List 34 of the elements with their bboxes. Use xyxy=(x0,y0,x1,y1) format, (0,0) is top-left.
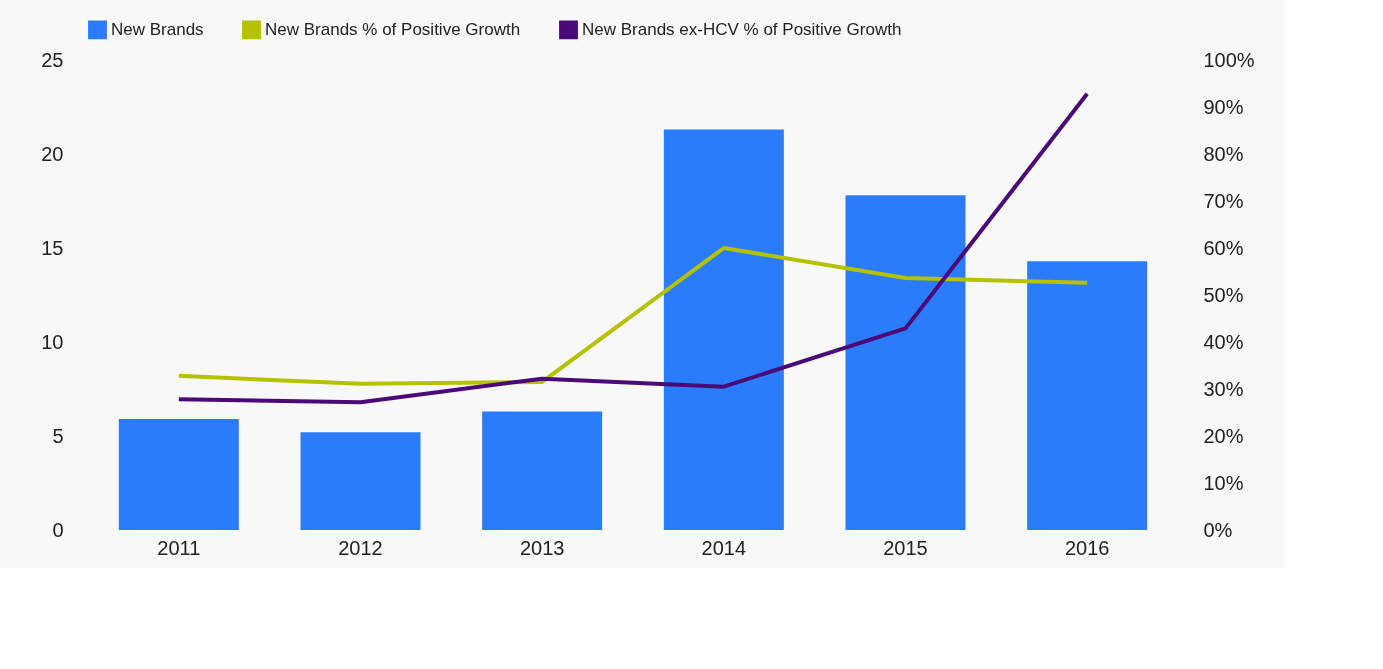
legend-label: New Brands xyxy=(111,19,204,39)
y2-tick-label: 10% xyxy=(1203,471,1244,494)
y2-tick-label: 100% xyxy=(1203,48,1255,71)
bar xyxy=(845,195,966,530)
y-tick-label: 25 xyxy=(41,48,64,71)
y2-tick-label: 70% xyxy=(1203,189,1244,212)
line-series xyxy=(176,91,1090,405)
legend-label: New Brands ex-HCV % of Positive Growth xyxy=(582,19,902,39)
y-tick-label: 10 xyxy=(41,330,64,353)
bar xyxy=(663,129,784,530)
x-tick-label: 2013 xyxy=(519,536,565,559)
bar xyxy=(1027,261,1148,530)
bar xyxy=(118,419,239,530)
y2-tick-label: 0% xyxy=(1203,518,1233,541)
y-tick-label: 15 xyxy=(41,236,64,259)
x-tick-label: 2015 xyxy=(883,536,928,559)
legend-label: New Brands % of Positive Growth xyxy=(265,19,521,39)
y2-tick-label: 80% xyxy=(1203,142,1244,165)
y-tick-label: 0 xyxy=(52,518,64,541)
y-tick-label: 5 xyxy=(52,424,64,447)
line-series xyxy=(176,246,1090,386)
y2-tick-label: 20% xyxy=(1203,424,1244,447)
y2-tick-label: 40% xyxy=(1203,330,1244,353)
x-tick-label: 2014 xyxy=(701,536,747,559)
y-tick-label: 20 xyxy=(41,142,64,165)
y2-tick-label: 30% xyxy=(1203,377,1244,400)
bar xyxy=(482,411,603,530)
y2-tick-label: 90% xyxy=(1203,95,1244,118)
y2-tick-label: 60% xyxy=(1203,236,1244,259)
y2-tick-label: 50% xyxy=(1203,283,1244,306)
x-tick-label: 2016 xyxy=(1064,536,1110,559)
bar xyxy=(300,432,421,530)
x-tick-label: 2011 xyxy=(157,536,201,559)
x-tick-label: 2012 xyxy=(338,536,383,559)
